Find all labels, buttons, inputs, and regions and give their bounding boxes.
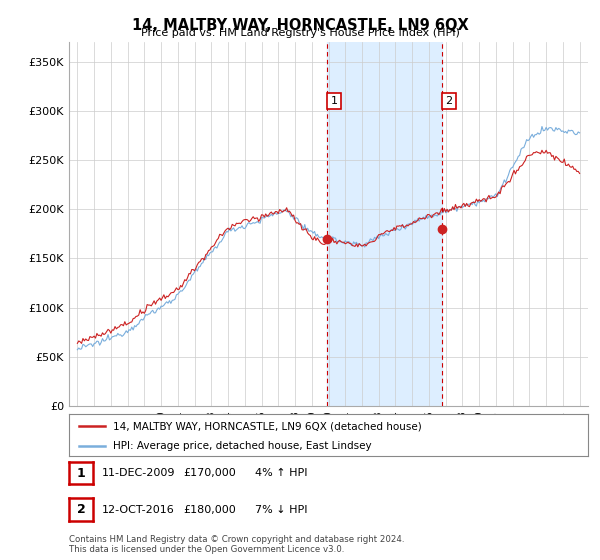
Text: 14, MALTBY WAY, HORNCASTLE, LN9 6QX: 14, MALTBY WAY, HORNCASTLE, LN9 6QX [131, 18, 469, 33]
Text: 4% ↑ HPI: 4% ↑ HPI [255, 468, 308, 478]
Text: 11-DEC-2009: 11-DEC-2009 [102, 468, 176, 478]
Text: 2: 2 [446, 96, 452, 106]
Text: Price paid vs. HM Land Registry's House Price Index (HPI): Price paid vs. HM Land Registry's House … [140, 28, 460, 38]
Text: £180,000: £180,000 [183, 505, 236, 515]
Text: 2: 2 [77, 503, 85, 516]
Bar [327, 42, 442, 406]
Text: 1: 1 [331, 96, 338, 106]
Text: 7% ↓ HPI: 7% ↓ HPI [255, 505, 308, 515]
Text: Contains HM Land Registry data © Crown copyright and database right 2024.
This d: Contains HM Land Registry data © Crown c… [69, 535, 404, 554]
Text: £170,000: £170,000 [183, 468, 236, 478]
Text: 14, MALTBY WAY, HORNCASTLE, LN9 6QX (detached house): 14, MALTBY WAY, HORNCASTLE, LN9 6QX (det… [113, 421, 422, 431]
Text: 12-OCT-2016: 12-OCT-2016 [102, 505, 175, 515]
Text: 1: 1 [77, 466, 85, 480]
Text: HPI: Average price, detached house, East Lindsey: HPI: Average price, detached house, East… [113, 441, 372, 451]
